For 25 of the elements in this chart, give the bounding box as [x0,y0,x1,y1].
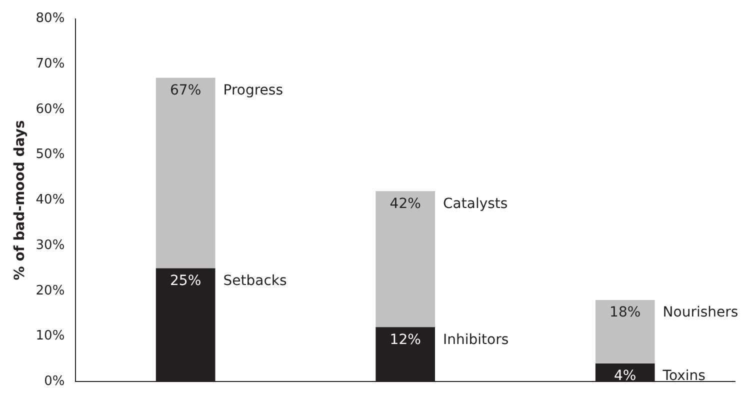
y-tick-label: 50% [36,147,65,162]
y-axis-title: % of bad-mood days [12,120,28,280]
y-tick-label: 60% [36,102,65,117]
data-label: 12% [390,332,421,348]
annotation: Catalysts [443,196,508,212]
total-label: 42% [390,196,421,212]
bar [376,191,436,328]
annotation: Nourishers [662,304,738,321]
bar [156,78,216,268]
y-tick-label: 70% [36,56,65,72]
data-label: 25% [170,272,202,289]
y-tick-label: 0% [44,374,65,389]
y-tick-label: 20% [36,283,65,298]
annotation: Setbacks [223,272,287,289]
y-tick-label: 80% [36,11,65,26]
annotation: Toxins [662,368,706,384]
total-label: 67% [170,82,202,98]
annotation: Progress [223,82,283,98]
data-label: 4% [614,368,636,384]
total-label: 18% [610,304,641,321]
bar [595,300,655,364]
y-tick-label: 30% [36,238,65,253]
annotation: Inhibitors [443,332,509,348]
y-tick-label: 10% [36,328,65,344]
y-tick-label: 40% [36,192,65,208]
